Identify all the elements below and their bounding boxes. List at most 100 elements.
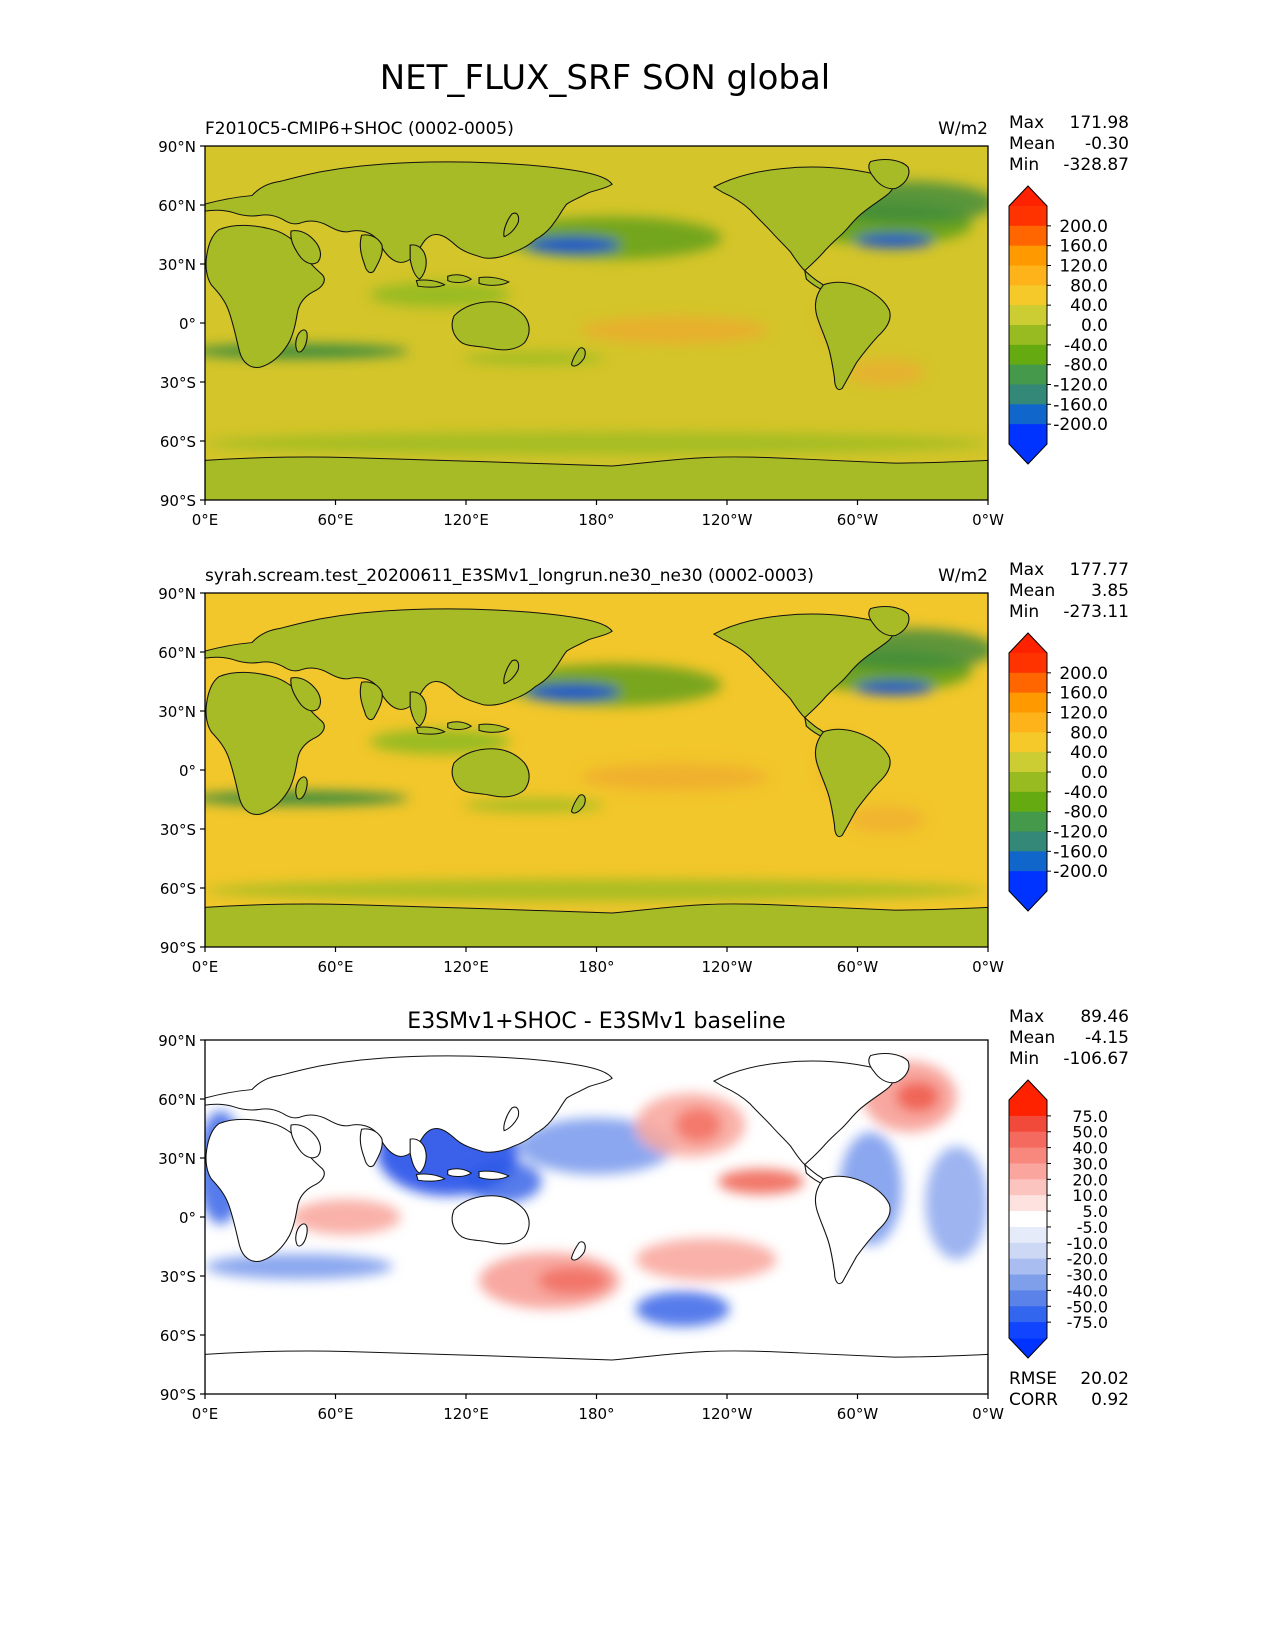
colorbar-swatch: [1009, 1115, 1047, 1133]
figure-title: NET_FLUX_SRF SON global: [380, 58, 831, 98]
y-tick-label: 90°S: [160, 492, 196, 510]
colorbar-swatch: [1009, 851, 1047, 872]
colorbar-label: 30.0: [1072, 1154, 1108, 1173]
stat-label: Max: [1009, 560, 1044, 580]
x-tick-label: 180°: [578, 511, 614, 529]
x-tick-label: 0°E: [192, 1405, 219, 1423]
colorbar-label: 0.0: [1081, 763, 1108, 783]
stat-label: Min: [1009, 155, 1039, 175]
x-tick-label: 60°W: [837, 1405, 879, 1423]
y-tick-label: 60°N: [158, 644, 196, 662]
map-panel-2: syrah.scream.test_20200611_E3SMv1_longru…: [158, 560, 1129, 976]
colorbar-label: -40.0: [1064, 336, 1108, 356]
colorbar-extend-bottom: [1009, 891, 1047, 911]
x-tick-label: 120°E: [443, 511, 489, 529]
map-field: [205, 593, 988, 947]
stat-label: Mean: [1009, 134, 1055, 154]
colorbar-swatch: [1009, 692, 1047, 713]
stat-label: Min: [1009, 602, 1039, 622]
colorbar-label: 160.0: [1059, 237, 1108, 257]
x-tick-label: 0°W: [972, 511, 1004, 529]
colorbar-extend-top: [1009, 1080, 1047, 1100]
x-tick-label: 60°E: [317, 958, 353, 976]
colorbar-label: 80.0: [1070, 276, 1108, 296]
colorbar-label: 75.0: [1072, 1107, 1108, 1126]
stat-value: -328.87: [1063, 155, 1129, 175]
colorbar-swatch: [1009, 811, 1047, 832]
map-panel-1: F2010C5-CMIP6+SHOC (0002-0005) W/m2 90°N 60…: [158, 113, 1129, 529]
colorbar-outline: [1008, 632, 1048, 912]
panels: F2010C5-CMIP6+SHOC (0002-0005) W/m2 90°N 60…: [158, 113, 1129, 1423]
colorbar-label: -80.0: [1064, 803, 1108, 823]
colorbar-label: 50.0: [1072, 1123, 1108, 1142]
colorbar: 75.050.040.030.020.010.05.0-5.0-10.0-20.…: [1008, 1079, 1108, 1359]
stat-label: Mean: [1009, 1028, 1055, 1048]
stat-label: Mean: [1009, 581, 1055, 601]
colorbar-label: -30.0: [1067, 1266, 1108, 1285]
colorbar-label: -40.0: [1067, 1281, 1108, 1300]
colorbar: 200.0160.0120.080.040.00.0-40.0-80.0-120…: [1008, 185, 1108, 465]
stat-value: -106.67: [1063, 1049, 1129, 1069]
colorbar-label: -50.0: [1067, 1297, 1108, 1316]
y-tick-label: 60°S: [160, 880, 196, 898]
x-tick-label: 0°E: [192, 958, 219, 976]
y-tick-label: 30°N: [158, 703, 196, 721]
colorbar-extend-bottom: [1009, 1338, 1047, 1358]
colorbar-swatch: [1009, 1322, 1047, 1339]
colorbar-outline: [1008, 1079, 1048, 1359]
y-tick-label: 60°S: [160, 433, 196, 451]
stat-label: Max: [1009, 1007, 1044, 1027]
colorbar-label: -120.0: [1053, 376, 1108, 396]
y-tick-label: 30°N: [158, 256, 196, 274]
colorbar-swatch: [1009, 206, 1047, 227]
colorbar-swatch: [1009, 1290, 1047, 1307]
x-tick-label: 60°W: [837, 958, 879, 976]
y-tick-label: 30°S: [160, 1268, 196, 1286]
colorbar-label: 40.0: [1070, 743, 1108, 763]
colorbar-label: -80.0: [1064, 356, 1108, 376]
colorbar-label: -160.0: [1053, 842, 1108, 862]
metric-label: RMSE: [1009, 1369, 1057, 1389]
colorbar-swatch: [1009, 1163, 1047, 1180]
y-tick-label: 0°: [179, 315, 196, 333]
x-tick-label: 60°W: [837, 511, 879, 529]
stat-label: Max: [1009, 113, 1044, 133]
x-tick-label: 0°W: [972, 1405, 1004, 1423]
colorbar-label: 200.0: [1059, 664, 1108, 684]
y-tick-label: 0°: [179, 1209, 196, 1227]
metric-value: 0.92: [1091, 1390, 1129, 1410]
y-tick-label: 0°: [179, 762, 196, 780]
colorbar-swatch: [1009, 424, 1047, 445]
colorbar-swatch: [1009, 1242, 1047, 1260]
colorbar-swatch: [1009, 672, 1047, 694]
colorbar-swatch: [1009, 791, 1047, 813]
colorbar-label: -10.0: [1067, 1234, 1108, 1253]
colorbar-swatch: [1009, 831, 1047, 852]
x-tick-label: 120°W: [702, 511, 753, 529]
colorbar-label: -20.0: [1067, 1250, 1108, 1269]
map-panel-3: E3SMv1+SHOC - E3SMv1 baseline 90°N 60°N 30°…: [158, 1007, 1129, 1423]
colorbar-label: 80.0: [1070, 723, 1108, 743]
colorbar-outline: [1008, 185, 1048, 465]
colorbar-swatch: [1009, 305, 1047, 326]
colorbar-label: 200.0: [1059, 217, 1108, 237]
colorbar-label: 160.0: [1059, 684, 1108, 704]
colorbar-label: 0.0: [1081, 316, 1108, 336]
y-tick-label: 90°N: [158, 1032, 196, 1050]
metric-value: 20.02: [1080, 1369, 1129, 1389]
stat-value: -4.15: [1085, 1028, 1129, 1048]
stat-value: 3.85: [1091, 581, 1129, 601]
colorbar-label: -200.0: [1053, 415, 1108, 435]
colorbar-swatch: [1009, 1100, 1047, 1117]
colorbar-swatch: [1009, 752, 1047, 773]
colorbar-label: -75.0: [1067, 1313, 1108, 1332]
y-tick-label: 90°N: [158, 585, 196, 603]
x-tick-label: 0°W: [972, 958, 1004, 976]
stat-value: -0.30: [1085, 134, 1129, 154]
x-tick-label: 120°E: [443, 958, 489, 976]
metric-label: CORR: [1009, 1390, 1058, 1410]
map-field: [205, 146, 988, 500]
colorbar-label: 10.0: [1072, 1186, 1108, 1205]
stat-value: 89.46: [1080, 1007, 1129, 1027]
